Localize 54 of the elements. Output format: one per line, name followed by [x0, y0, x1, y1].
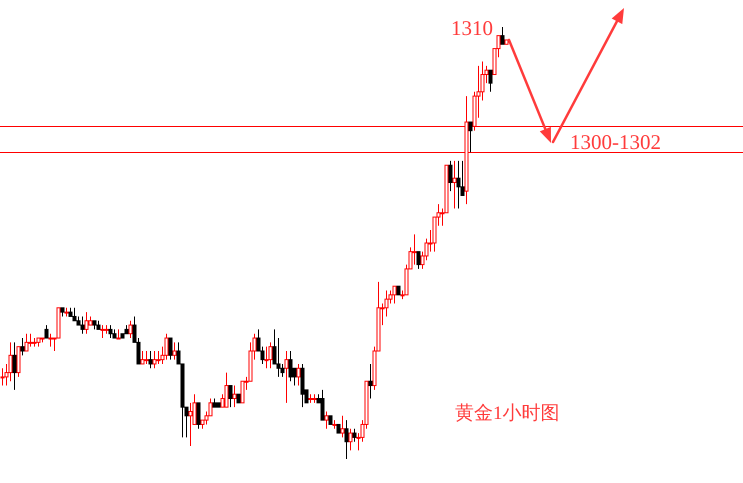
candlestick	[500, 26, 504, 45]
candlestick	[20, 338, 24, 356]
candlestick	[468, 122, 472, 153]
candlestick	[80, 316, 84, 334]
candlestick	[144, 350, 148, 364]
candlestick	[228, 385, 232, 408]
candlestick	[48, 333, 52, 348]
candlestick	[164, 333, 168, 360]
candlestick	[24, 333, 28, 352]
candlestick	[152, 350, 156, 369]
candlestick	[116, 328, 120, 340]
candlestick	[84, 312, 88, 334]
candlestick	[224, 372, 228, 408]
candlestick	[168, 338, 172, 360]
candlestick	[12, 342, 16, 390]
candlestick	[368, 363, 372, 400]
candlestick	[488, 70, 492, 92]
candlestick	[28, 333, 32, 348]
candlestick	[416, 251, 420, 270]
candlestick	[188, 402, 192, 447]
text: 1300-1302	[570, 130, 661, 154]
candlestick	[108, 324, 112, 339]
candlestick	[72, 307, 76, 322]
candlestick	[320, 389, 324, 421]
candlestick	[264, 346, 268, 369]
annotation: 黄金1小时图	[455, 403, 560, 424]
candlestick	[268, 342, 272, 369]
candlestick	[196, 402, 200, 430]
candlestick	[296, 363, 300, 386]
annotation: 1310	[451, 16, 493, 40]
candlestick	[324, 410, 328, 430]
candlestick	[276, 338, 280, 378]
candlestick	[448, 160, 452, 192]
candlestick	[392, 286, 396, 304]
candlestick	[172, 342, 176, 360]
candlestick	[452, 160, 456, 209]
candlestick	[284, 350, 288, 404]
candlestick	[8, 342, 12, 382]
candlestick	[348, 428, 352, 451]
candlestick	[240, 380, 244, 404]
candlestick	[232, 385, 236, 408]
candlestick	[100, 324, 104, 339]
candlestick	[456, 160, 460, 209]
candlestick	[148, 350, 152, 369]
candlestick	[0, 368, 4, 386]
candlestick	[140, 350, 144, 364]
candlestick	[412, 234, 416, 266]
candlestick	[352, 428, 356, 442]
candlestick	[288, 350, 292, 382]
candlestick	[44, 324, 48, 339]
candlestick	[340, 415, 344, 438]
candlestick	[156, 350, 160, 364]
candlestick	[344, 420, 348, 460]
candlestick	[128, 320, 132, 339]
